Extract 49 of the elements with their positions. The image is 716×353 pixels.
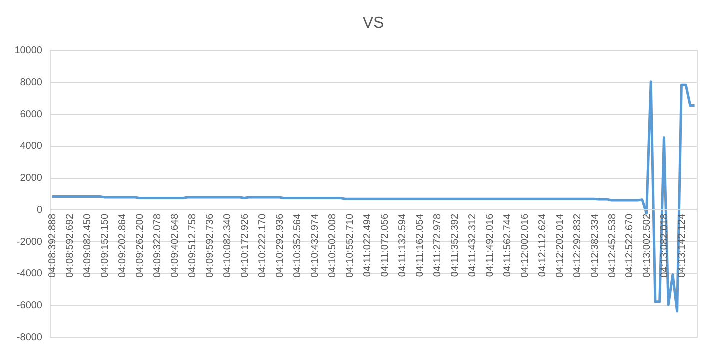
x-tick-label: 04:11:272.978 — [432, 214, 444, 278]
y-tick-label: -8000 — [16, 332, 43, 344]
y-tick-label: 0 — [36, 204, 43, 216]
x-tick-label: 04:09:592.736 — [205, 214, 216, 278]
x-tick-label: 04:11:022.494 — [362, 214, 374, 278]
x-tick-label: 04:09:082.450 — [82, 214, 94, 278]
x-tick-label: 04:11:132.594 — [397, 214, 408, 278]
x-tick-label: 04:12:382.334 — [590, 214, 601, 278]
x-tick-label: 04:12:522.670 — [624, 214, 636, 278]
x-tick-label: 04:10:502.008 — [327, 214, 338, 278]
x-tick-label: 04:11:352.392 — [450, 214, 461, 278]
x-tick-label: 04:09:262.200 — [135, 214, 146, 278]
y-tick-label: -6000 — [16, 300, 43, 312]
x-tick-label: 04:09:152.150 — [100, 214, 112, 278]
x-tick-label: 04:10:552.710 — [344, 214, 356, 278]
y-tick-label: 2000 — [20, 173, 43, 184]
x-tick-label: 04:10:222.170 — [258, 214, 269, 278]
y-tick-label: 10000 — [14, 46, 43, 56]
x-tick-label: 04:09:512.758 — [188, 214, 199, 278]
y-tick-label: 4000 — [20, 141, 43, 152]
x-tick-label: 04:08:392.888 — [48, 214, 59, 278]
x-tick-label: 04:13:082.018 — [660, 214, 671, 278]
x-tick-label: 04:10:292.936 — [275, 214, 286, 278]
x-tick-label: 04:11:072.056 — [380, 214, 391, 278]
x-tick-label: 04:11:162.054 — [414, 214, 426, 278]
x-tick-label: 04:12:292.832 — [572, 214, 584, 278]
x-tick-label: 04:12:002.016 — [520, 214, 531, 278]
x-tick-label: 04:09:402.648 — [170, 214, 182, 278]
x-tick-label: 04:11:562.744 — [502, 214, 514, 278]
x-tick-label: 04:10:352.564 — [292, 214, 304, 278]
x-tick-label: 04:08:592.692 — [65, 214, 76, 278]
y-tick-label: -4000 — [16, 268, 43, 280]
x-tick-label: 04:10:172.926 — [240, 214, 252, 278]
x-tick-label: 04:10:432.974 — [310, 214, 321, 278]
y-tick-label: 6000 — [20, 109, 43, 120]
x-tick-label: 04:12:452.538 — [607, 214, 618, 278]
x-tick-label: 04:10:082.340 — [222, 214, 234, 278]
x-tick-label: 04:09:322.078 — [152, 214, 164, 278]
y-tick-label: -2000 — [16, 236, 43, 248]
x-tick-label: 04:11:432.312 — [467, 214, 478, 278]
chart-title: VS — [362, 15, 384, 32]
line-series — [50, 80, 696, 313]
x-tick-label: 04:12:112.624 — [537, 214, 548, 278]
x-tick-label: 04:13:142.124 — [677, 214, 688, 278]
y-tick-label: 8000 — [20, 77, 43, 88]
x-tick-label: 04:11:492.016 — [484, 214, 496, 278]
x-tick-label: 04:13:002.502 — [642, 214, 654, 278]
x-tick-label: 04:12:202.014 — [554, 214, 566, 278]
x-tick-label: 04:09:202.864 — [118, 214, 129, 278]
